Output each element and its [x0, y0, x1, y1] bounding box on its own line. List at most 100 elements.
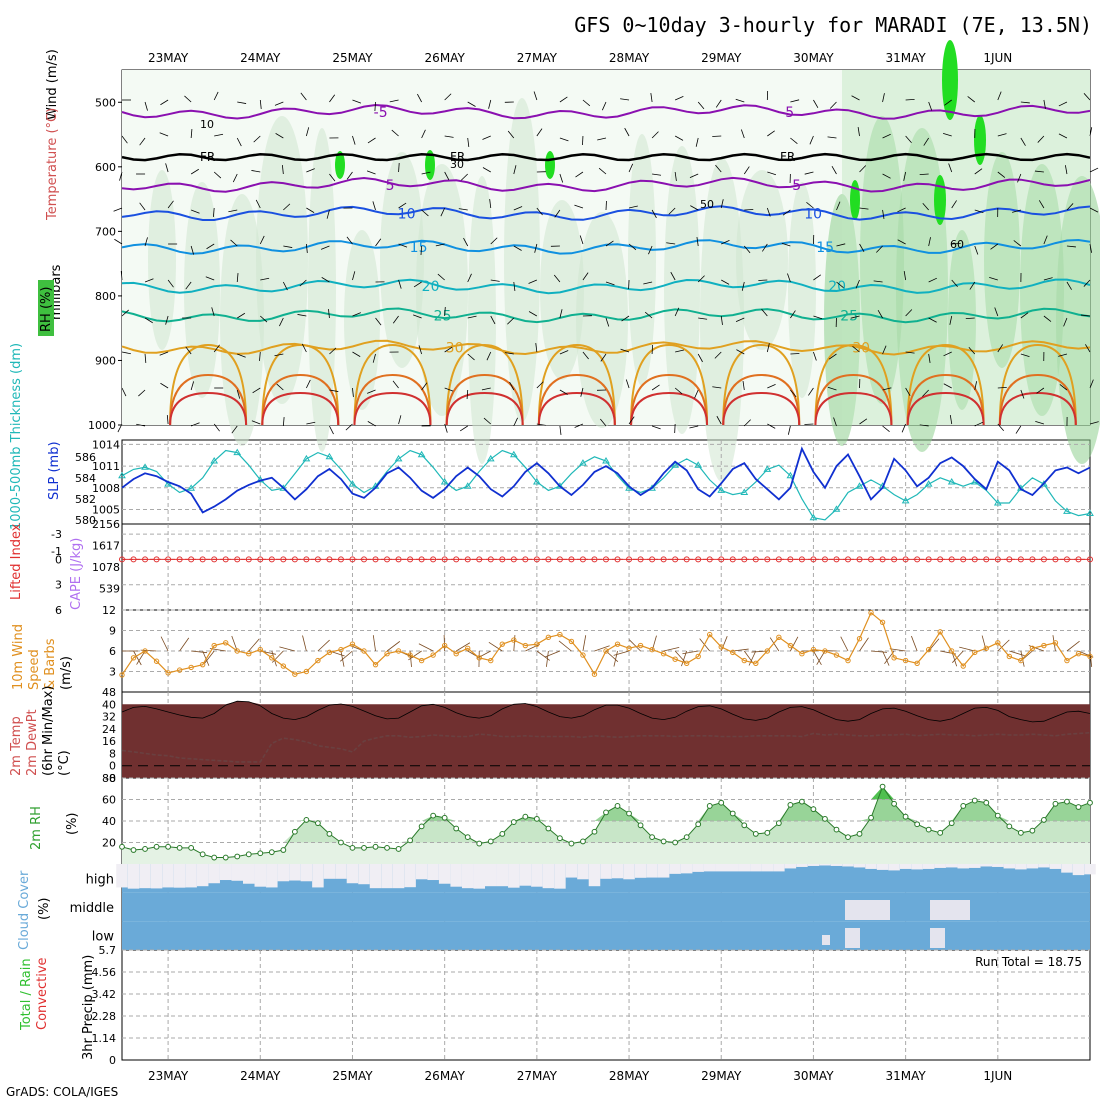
wind-barb: [507, 130, 515, 139]
wind-barb: [698, 317, 708, 320]
wind-barb: [767, 423, 776, 429]
wind-barb: [251, 420, 261, 425]
wind-barb: [761, 308, 768, 317]
clear-sky: [185, 864, 197, 888]
clear-sky: [865, 864, 877, 869]
rh-point: [280, 847, 287, 853]
wind-barb: [460, 173, 468, 181]
clear-sky: [196, 864, 209, 887]
wind-barb: [974, 209, 984, 214]
clear-sky: [761, 864, 774, 872]
wind-barb: [652, 173, 662, 176]
rh-high-core: [335, 151, 345, 179]
thickness-point: [786, 471, 795, 479]
rh-point: [764, 829, 771, 836]
clear-sky: [427, 864, 439, 881]
wind-barb: [919, 173, 929, 176]
wind-barb: [326, 209, 330, 219]
wind-barb: [597, 137, 607, 141]
wind-speed-point: [349, 641, 356, 647]
wind-barb: [689, 173, 699, 179]
clear-sky: [369, 864, 382, 889]
wind-barb: [467, 353, 475, 361]
rh-point: [1029, 827, 1036, 834]
warm-isotherm: [998, 373, 1077, 426]
date-label-bottom: 31MAY: [886, 1069, 927, 1083]
wind-barb: [997, 386, 1007, 389]
wind-barb: [650, 93, 653, 103]
wind-barb: [213, 171, 222, 179]
warm-isotherm: [814, 391, 893, 426]
wind-speed-point: [683, 660, 690, 666]
wind-barb: [467, 137, 470, 147]
wind-speed-point: [580, 652, 586, 658]
wind-barb: [489, 199, 492, 209]
wind-barb: [444, 306, 446, 317]
date-label-bottom: 27MAY: [517, 1069, 558, 1083]
wind-barb: [467, 315, 477, 319]
wind-barb: [923, 137, 930, 146]
lifted-index-point: [314, 556, 321, 563]
wind-speed-point: [234, 648, 240, 654]
wind-axis-label: 10m Wind: [11, 624, 26, 690]
wind-barb: [306, 207, 315, 213]
wind-barb: [346, 171, 353, 180]
wind-barb: [697, 275, 705, 283]
wind-speed-point: [833, 652, 840, 658]
date-label-top: 30MAY: [793, 51, 834, 65]
clear-sky: [703, 864, 716, 872]
wind-speed-point: [223, 640, 229, 646]
rh-point: [822, 815, 828, 822]
wind-barb: [230, 239, 238, 247]
rh-point: [211, 854, 218, 861]
cape-tick: 2156: [92, 518, 120, 531]
wind-barb: [190, 245, 195, 255]
wind-barb: [766, 343, 770, 353]
surface-wind-barb: [1066, 640, 1080, 652]
clear-sky: [542, 864, 555, 889]
wind-speed-point: [718, 644, 724, 650]
wind-barb: [213, 344, 220, 353]
wind-barb: [260, 277, 270, 281]
lifted-index-point: [741, 556, 748, 563]
surface-wind-barb: [179, 637, 190, 652]
rh-point: [660, 838, 667, 845]
rh-point: [234, 853, 241, 860]
lifted-index-point: [683, 556, 690, 563]
wind-speed-line: [121, 611, 1091, 676]
clear-sky: [934, 864, 946, 868]
freezing-label: FR: [780, 150, 795, 164]
thickness-point: [901, 496, 910, 504]
wind-barb: [398, 162, 400, 173]
lifted-index-point: [1040, 556, 1047, 563]
clear-sky: [957, 864, 969, 869]
wind-barb: [651, 209, 657, 219]
freezing-label: FR: [200, 150, 215, 164]
wind-barb: [121, 135, 128, 144]
lifted-index-point: [810, 556, 817, 563]
wind-speed-point: [522, 642, 529, 649]
cloud-layer-low: [122, 921, 1090, 950]
wind-barb: [575, 171, 584, 178]
wind-barb: [1043, 99, 1046, 109]
surface-wind-barb: [840, 636, 849, 652]
wind-speed-point: [488, 657, 494, 664]
lifted-index-point: [395, 556, 402, 563]
rh-blob: [380, 152, 424, 368]
lifted-index-point: [983, 556, 990, 563]
rh-high-core: [974, 115, 986, 165]
rh-point: [1075, 804, 1082, 810]
surface-wind-barb: [302, 635, 307, 652]
lifted-index-point: [1063, 556, 1070, 563]
wind-barb: [882, 345, 887, 355]
thickness-point: [325, 452, 334, 460]
wind-barb: [974, 421, 984, 427]
rh-high-core: [850, 180, 860, 220]
rh-blob: [1056, 176, 1100, 464]
wind-barb: [139, 137, 146, 146]
pressure-tick-label: 900: [95, 354, 116, 367]
surface-wind-barb: [372, 635, 376, 652]
wind-speed-point: [1041, 642, 1047, 649]
wind-barb: [459, 425, 468, 432]
